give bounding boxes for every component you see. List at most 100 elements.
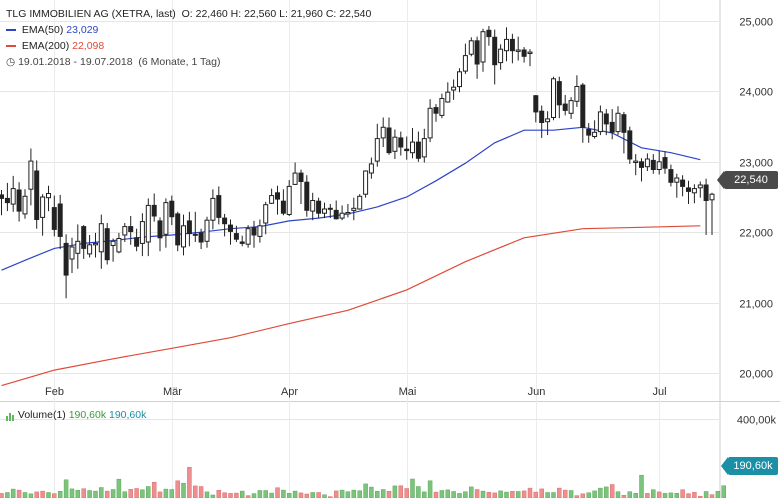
volume-bar: [586, 492, 591, 498]
candle: [87, 235, 93, 258]
candle-body: [650, 159, 656, 170]
ema200-label: EMA(200): [21, 40, 70, 52]
candle-body: [662, 157, 668, 169]
volume-bar: [228, 493, 233, 498]
volume-bar: [245, 495, 251, 498]
candle: [709, 192, 715, 235]
candle: [233, 225, 239, 242]
candle: [198, 228, 204, 250]
month-tick-label: Mai: [399, 386, 417, 398]
candle: [122, 223, 128, 242]
volume-bar: [75, 490, 81, 498]
volume-value-green: 190,60k: [68, 409, 107, 421]
volume-bar: [439, 490, 445, 498]
candle: [368, 157, 374, 179]
ohlc-readout: O: 22,460 H: 22,560 L: 21,960 C: 22,540: [181, 8, 372, 20]
candle: [263, 201, 269, 235]
candle: [439, 93, 445, 119]
candle: [0, 190, 4, 216]
ema200-row: EMA(200) 22,098: [6, 38, 371, 54]
volume-bar: [598, 487, 603, 498]
candle: [474, 36, 480, 79]
volume-bar: [633, 493, 638, 498]
volume-bar: [286, 493, 292, 498]
candle-body: [486, 29, 492, 38]
candle: [486, 26, 492, 46]
price-tick-label: 21,000: [739, 299, 773, 311]
volume-bar: [369, 486, 374, 498]
volume-bar: [151, 481, 157, 498]
candle-body: [433, 107, 439, 114]
candle: [75, 224, 81, 269]
candle-body: [298, 172, 304, 183]
volume-bar: [10, 488, 16, 498]
candle-body: [521, 49, 527, 57]
volume-bar: [63, 479, 69, 498]
candle: [333, 200, 339, 220]
candle-body: [40, 196, 46, 218]
candle-body: [75, 240, 81, 254]
ema200-line: [1, 225, 701, 387]
candle-body: [169, 200, 175, 218]
candle-body: [63, 242, 69, 276]
candle: [592, 120, 598, 139]
candle: [597, 105, 603, 136]
candle-body: [586, 129, 592, 136]
volume-bar: [545, 492, 550, 498]
candle: [586, 123, 592, 143]
volume-bar: [239, 490, 245, 498]
ema50-value: 23,029: [66, 24, 99, 36]
date-range: 19.01.2018 - 19.07.2018: [18, 56, 133, 68]
candle: [574, 75, 580, 107]
volume-bar: [222, 492, 227, 498]
volume-bar: [715, 491, 721, 498]
candle: [210, 189, 216, 230]
candle: [415, 131, 421, 162]
candle-body: [22, 195, 28, 215]
volume-tick-label: 400,00k: [737, 415, 777, 427]
candle-body: [562, 103, 568, 111]
volume-bar: [357, 490, 362, 498]
candle: [186, 211, 192, 247]
candle: [539, 105, 545, 138]
candle: [627, 126, 633, 164]
volume-value-teal: 190,60k: [109, 409, 147, 421]
candle: [451, 79, 457, 100]
candle: [404, 136, 410, 160]
candle: [603, 109, 609, 136]
candle: [116, 232, 122, 254]
candle: [357, 194, 363, 210]
volume-bar: [645, 493, 650, 498]
candle-body: [163, 202, 169, 235]
candle-body: [615, 112, 621, 133]
candle-body: [304, 181, 310, 211]
candle: [22, 189, 28, 219]
volume-bar: [40, 490, 45, 498]
candle-body: [228, 224, 233, 232]
candle-body: [691, 188, 697, 194]
candle: [445, 82, 451, 103]
volume-bars-icon: [6, 409, 15, 421]
candle-body: [380, 126, 386, 139]
candle: [40, 194, 46, 236]
candle-body: [633, 160, 639, 164]
volume-bar: [339, 489, 345, 498]
volume-bar: [662, 493, 668, 498]
candle-body: [104, 228, 110, 261]
candle-body: [644, 158, 650, 168]
chart-title: TLG IMMOBILIEN AG (XETRA, last): [6, 8, 176, 20]
candle-body: [216, 195, 222, 218]
candle: [292, 162, 298, 185]
volume-bar: [422, 491, 427, 498]
volume-bar: [52, 493, 57, 498]
price-tick-label: 23,000: [739, 158, 773, 170]
range-note: (6 Monate, 1 Tag): [138, 56, 221, 68]
volume-bar: [134, 488, 139, 498]
volume-bar: [304, 493, 310, 498]
candle-body: [98, 223, 104, 253]
month-tick-label: Jun: [528, 386, 546, 398]
volume-bar: [269, 492, 274, 498]
candle-body: [310, 200, 316, 212]
volume-bar: [328, 496, 333, 498]
